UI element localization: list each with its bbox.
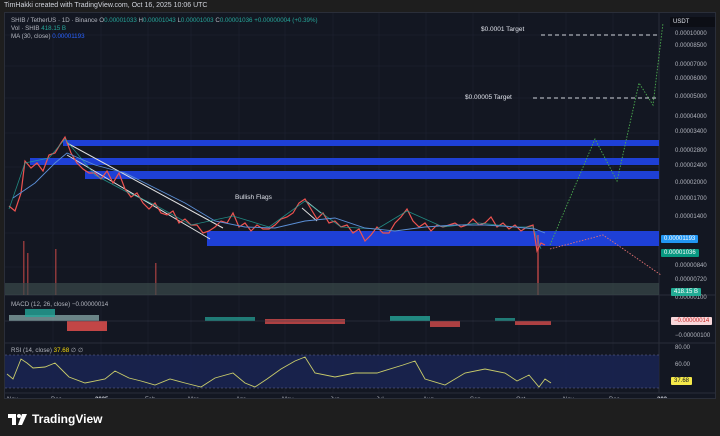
price-tick: 0.00000720	[675, 277, 707, 283]
price-tick: 60.00	[675, 362, 691, 368]
time-tick: 202	[657, 397, 667, 398]
price-tick: −0.00000100	[675, 333, 711, 339]
time-tick: 2025	[95, 397, 108, 398]
time-tick: Sep	[470, 397, 481, 398]
rsi-badge: 37.68	[671, 377, 693, 385]
price-tick: 0.00000840	[675, 263, 707, 269]
bearish-projection	[549, 234, 662, 276]
resistance-zones	[30, 140, 659, 246]
last-price-badge: 0.00001036	[661, 249, 699, 257]
rsi-line	[6, 356, 552, 388]
target-1-label: $0.0001 Target	[481, 26, 525, 33]
bullish-projection	[549, 22, 664, 246]
price-line	[8, 135, 546, 253]
falling-channel	[66, 142, 224, 240]
price-tick: 0.00002400	[675, 163, 707, 169]
ma-legend[interactable]: MA (30, close) 0.00001193	[11, 33, 85, 40]
price-tick: 0.00006000	[675, 76, 707, 82]
rsi-legend[interactable]: RSI (14, close) 37.68 ∅ ∅	[11, 347, 84, 354]
bullish-flags-label: Bullish Flags	[235, 194, 272, 201]
volume-badge: 418.15 B	[671, 288, 702, 296]
tradingview-logo[interactable]: TradingView	[8, 412, 102, 426]
time-tick: Dec	[51, 397, 62, 398]
time-tick: Aug	[423, 397, 434, 398]
brand-text: TradingView	[32, 412, 103, 426]
price-tick: 0.00010000	[675, 31, 707, 37]
time-tick: Jul	[376, 397, 384, 398]
price-tick: 0.00004000	[675, 114, 707, 120]
chart-canvas[interactable]	[5, 13, 716, 399]
tradingview-logo-icon	[8, 413, 27, 425]
time-tick: Oct	[516, 397, 525, 398]
volume-legend[interactable]: Vol · SHIB 418.15 B	[11, 25, 67, 32]
time-tick: May	[282, 397, 293, 398]
price-tick: 0.00007000	[675, 62, 707, 68]
price-tick: 0.00002000	[675, 180, 707, 186]
symbol-legend[interactable]: SHIB / TetherUS · 1D · Binance O0.000010…	[11, 17, 318, 24]
watermark-text: TimHakki created with TradingView.com, O…	[4, 2, 208, 9]
time-tick: Mar	[188, 397, 198, 398]
time-tick: Dec	[609, 397, 620, 398]
ma-price-badge: 0.00001193	[661, 235, 699, 243]
ma-line	[12, 152, 546, 234]
time-tick: Feb	[145, 397, 155, 398]
grid-lines	[5, 13, 659, 393]
watermark-bar: TimHakki created with TradingView.com, O…	[0, 0, 720, 12]
rsi-band	[5, 355, 659, 388]
price-tick: 0.00001700	[675, 196, 707, 202]
price-tick: 0.00002800	[675, 148, 707, 154]
macd-histogram	[5, 309, 659, 331]
price-tick: 0.00008500	[675, 43, 707, 49]
time-tick: Jun	[330, 397, 340, 398]
time-tick: Nov	[563, 397, 574, 398]
price-tick: 0.00001400	[675, 214, 707, 220]
time-tick: Apr	[236, 397, 245, 398]
macd-badge: −0.00000014	[671, 317, 713, 325]
currency-selector[interactable]: USDT	[670, 17, 715, 27]
price-tick: 0.00003400	[675, 129, 707, 135]
macd-legend[interactable]: MACD (12, 26, close) −0.00000014	[11, 301, 109, 308]
chart-pane[interactable]: SHIB / TetherUS · 1D · Binance O0.000010…	[4, 12, 716, 399]
footer	[0, 399, 720, 436]
price-tick: 0.00000100	[675, 295, 707, 301]
time-tick: Nov	[7, 397, 18, 398]
target-2-label: $0.00005 Target	[465, 94, 512, 101]
volume-bars	[23, 235, 539, 295]
price-tick: 80.00	[675, 345, 691, 351]
price-tick: 0.00005000	[675, 94, 707, 100]
